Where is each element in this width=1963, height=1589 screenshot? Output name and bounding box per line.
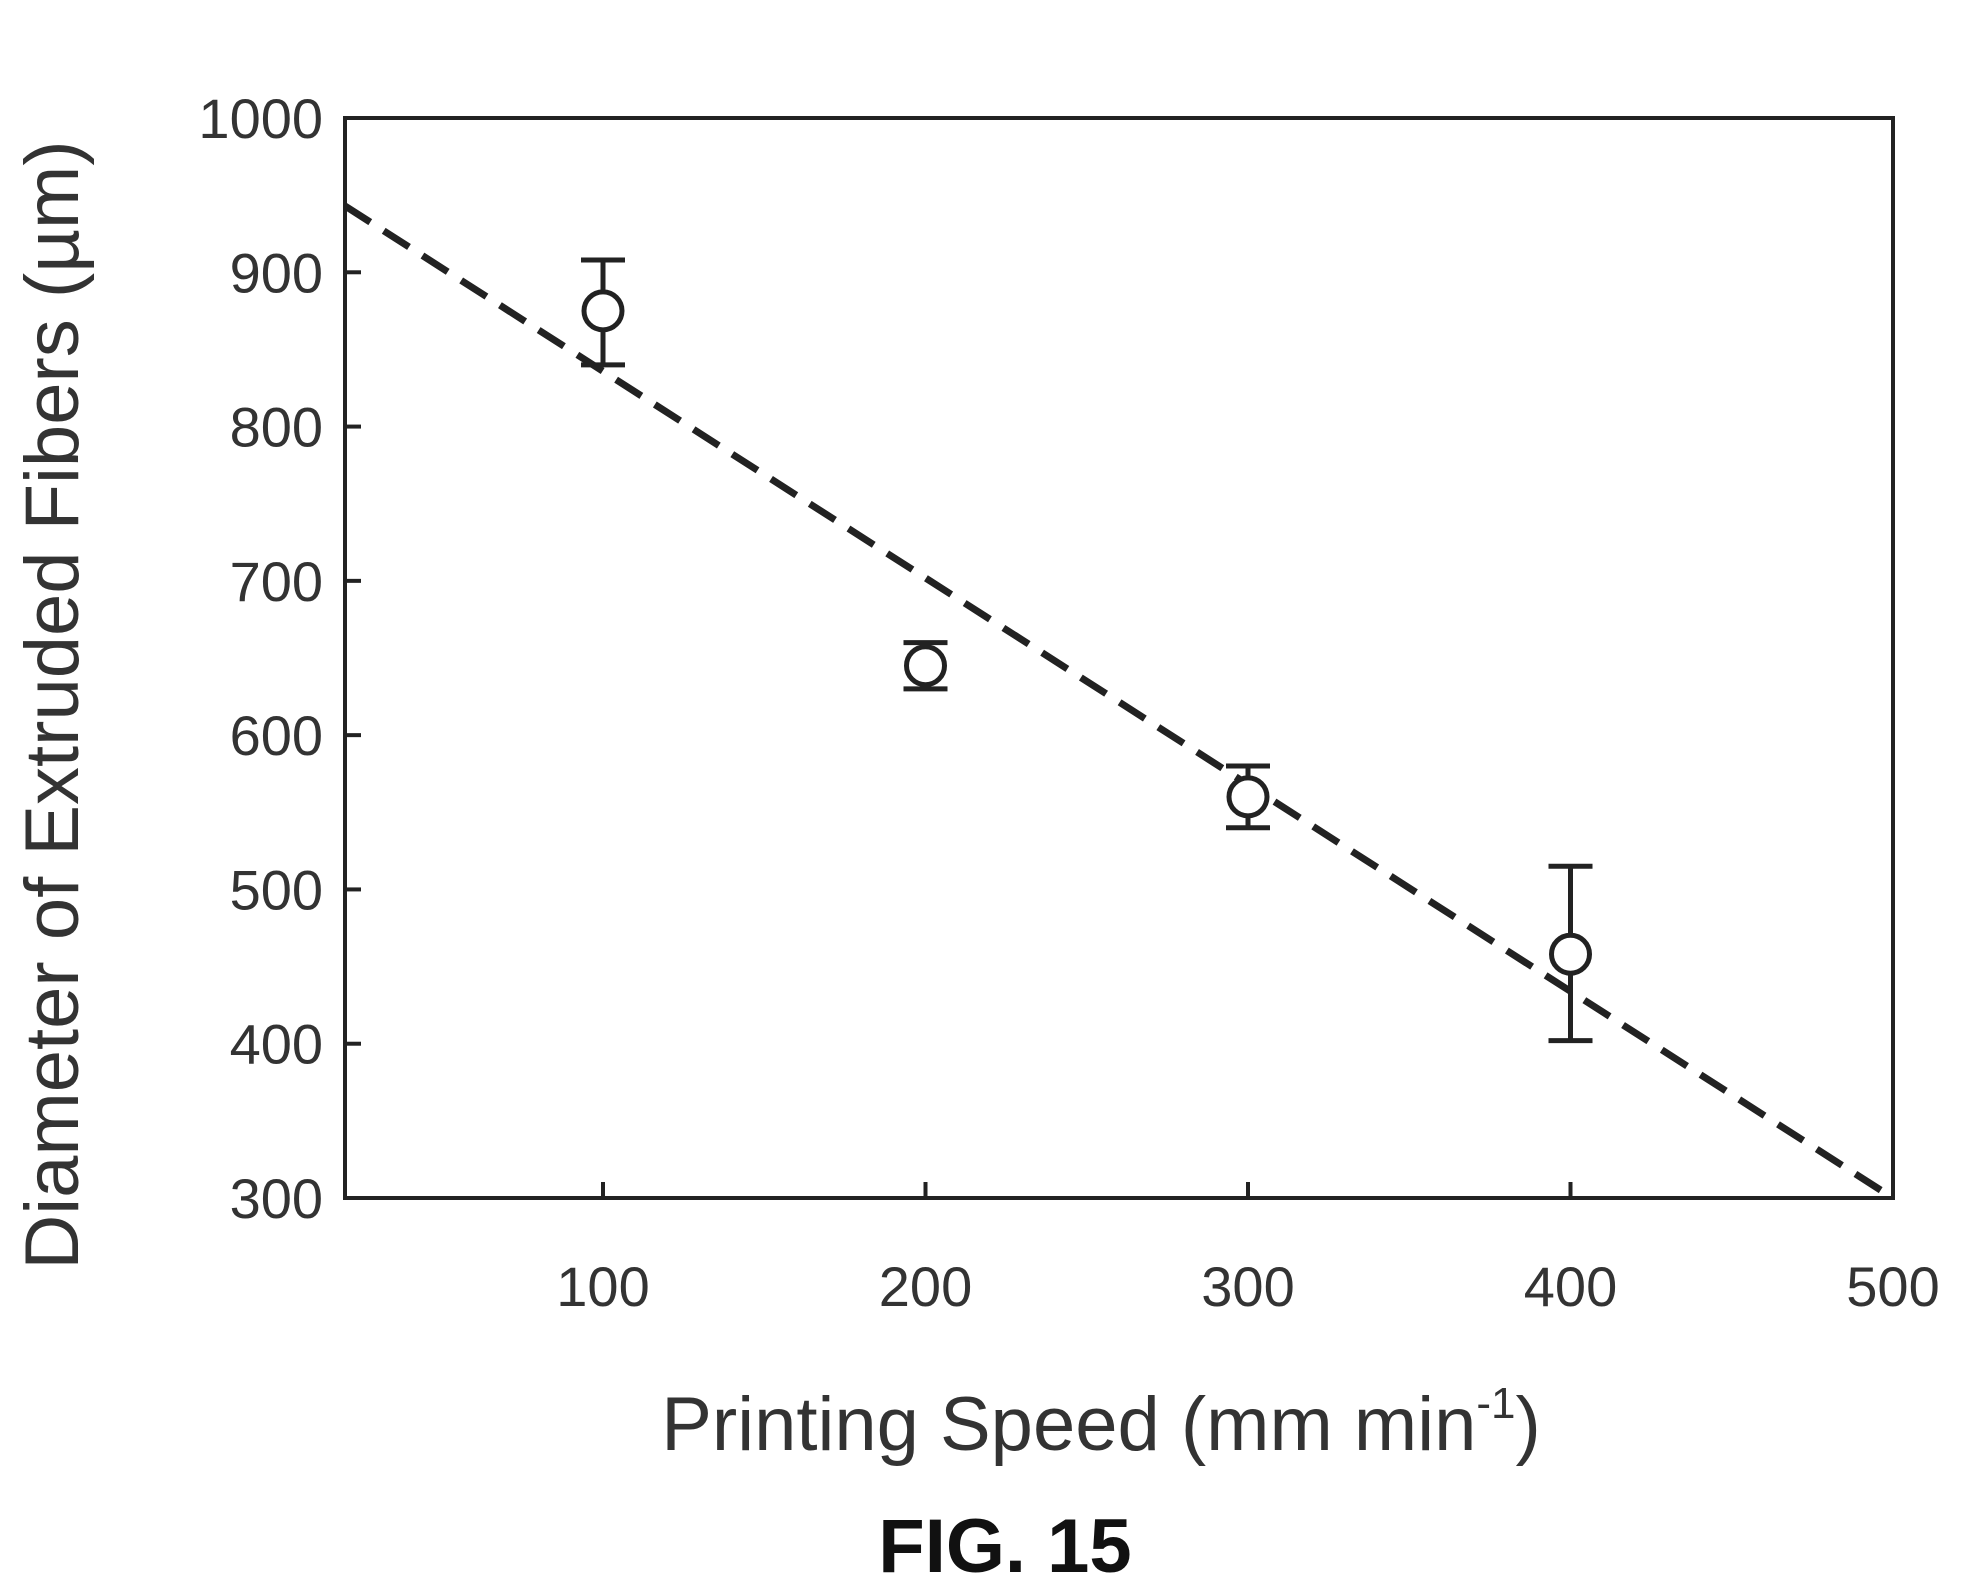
y-tick-label: 600 — [230, 704, 323, 767]
y-tick-label: 900 — [230, 241, 323, 304]
x-tick-label: 500 — [1846, 1255, 1939, 1318]
data-point — [903, 640, 948, 692]
x-tick-label: 200 — [879, 1255, 972, 1318]
y-tick-label: 400 — [230, 1013, 323, 1076]
point-marker — [581, 289, 625, 333]
figure-caption: FIG. 15 — [878, 1504, 1131, 1589]
data-point — [581, 257, 625, 368]
y-tick-label: 700 — [230, 550, 323, 613]
x-axis-title: Printing Speed (mm min-1) — [661, 1379, 1541, 1467]
plot-border — [343, 116, 1895, 1200]
x-axis-title-suffix: ) — [1516, 1382, 1541, 1467]
y-tick-label: 1000 — [198, 87, 323, 150]
y-tick-label: 800 — [230, 396, 323, 459]
x-tick-label: 300 — [1201, 1255, 1294, 1318]
data-point — [1548, 863, 1593, 1044]
x-axis-title-superscript: -1 — [1476, 1379, 1515, 1428]
y-tick-label: 300 — [230, 1167, 323, 1230]
y-tick-label: 500 — [230, 858, 323, 921]
x-axis-title-text: Printing Speed (mm min — [661, 1382, 1476, 1467]
data-points — [581, 257, 1593, 1044]
plot-frame — [343, 116, 1895, 1200]
x-tick-label: 400 — [1524, 1255, 1617, 1318]
y-axis: 300 400 500 600 700 800 900 1000 — [198, 87, 361, 1230]
trendline — [343, 202, 1895, 1201]
x-axis: 100 200 300 400 500 — [556, 1182, 1940, 1318]
data-point — [1226, 763, 1270, 831]
x-tick-label: 100 — [556, 1255, 649, 1318]
point-marker — [904, 644, 947, 688]
point-marker — [1226, 775, 1270, 819]
point-marker — [1549, 932, 1592, 976]
y-axis-title: Diameter of Extruded Fibers (µm) — [10, 140, 95, 1269]
trendline-path — [343, 202, 1895, 1201]
